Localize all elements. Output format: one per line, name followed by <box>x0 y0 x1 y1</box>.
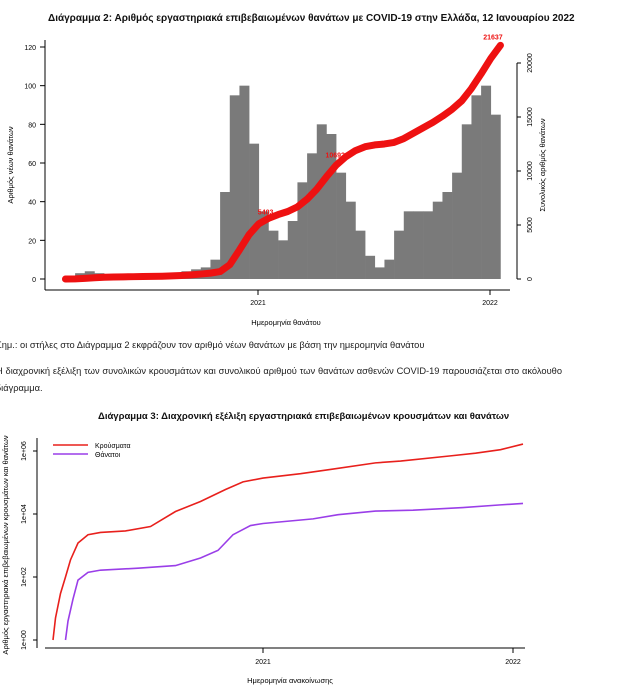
daily-deaths-bar <box>442 192 453 279</box>
y2-axis-label: Συνολικός αριθμός θανάτων <box>538 118 547 211</box>
daily-deaths-bar <box>481 85 492 280</box>
daily-deaths-bar <box>229 95 240 279</box>
daily-deaths-bar <box>490 114 501 280</box>
cumulative-label: 5403 <box>258 210 274 217</box>
daily-deaths-bar <box>423 211 434 279</box>
series-line-1 <box>64 502 524 641</box>
cumulative-deaths-line <box>61 41 504 283</box>
x-axis-label: Ημερομηνία θανάτου <box>251 318 321 327</box>
daily-deaths-bar <box>307 153 318 279</box>
x-tick-label: 2021 <box>255 659 271 666</box>
daily-deaths-bar <box>258 211 269 279</box>
daily-deaths-bar <box>297 182 308 279</box>
deaths-bar-chart: 0 20 40 60 80 100 120 0 5000 10000 15000 20000 2021 2… <box>6 34 547 327</box>
x-tick-label: 2022 <box>482 300 498 307</box>
y-tick-label: 80 <box>28 122 36 129</box>
daily-deaths-bar <box>471 95 482 279</box>
y2-tick-label: 0 <box>527 277 534 281</box>
daily-deaths-bar <box>249 143 260 279</box>
daily-deaths-bar <box>220 192 231 279</box>
y-tick-label: 0 <box>32 277 36 284</box>
daily-deaths-bar <box>461 124 472 279</box>
chart2-note: Σημ.: οι στήλες στο Διάγραμμα 2 εκφράζου… <box>0 340 425 350</box>
cases-deaths-line-chart: 1e+00 1e+02 1e+04 1e+06 2021 2022 Ημερομηνία α… <box>1 435 525 685</box>
daily-deaths-bar <box>403 211 414 279</box>
chart2-title: Διάγραμμα 2: Αριθμός εργαστηριακά επιβεβ… <box>48 13 575 24</box>
intro-paragraph: Η διαχρονική εξέλιξη των συνολικών κρουσ… <box>0 366 562 393</box>
y2-tick-label: 20000 <box>527 53 534 73</box>
daily-deaths-bar <box>345 201 356 279</box>
daily-deaths-bar <box>268 230 279 279</box>
legend-label: Κρούσματα <box>95 442 131 450</box>
x-tick-label: 2021 <box>250 300 266 307</box>
y2-tick-label: 5000 <box>527 217 534 233</box>
cumulative-label: 21637 <box>483 34 503 41</box>
series-line-0 <box>52 443 524 641</box>
y-tick-label: 60 <box>28 161 36 168</box>
daily-deaths-bar <box>374 267 385 279</box>
y-tick-label: 1e+00 <box>21 630 28 650</box>
daily-deaths-bar <box>452 172 463 279</box>
daily-deaths-bar <box>336 172 347 279</box>
y-tick-label: 120 <box>24 45 36 52</box>
y-tick-label: 1e+06 <box>21 441 28 461</box>
daily-deaths-bar <box>355 230 366 279</box>
daily-deaths-bar <box>394 230 405 279</box>
y-tick-label: 1e+02 <box>21 567 28 587</box>
y-axis-label: Αριθμός νέων θανάτων <box>6 126 15 203</box>
y-tick-label: 40 <box>28 200 36 207</box>
y-tick-label: 100 <box>24 84 36 91</box>
y-axis-label: Αριθμός εργαστηριακά επιβεβαιωμένων κρου… <box>1 435 10 654</box>
legend-label: Θάνατοι <box>95 451 121 459</box>
daily-deaths-bar <box>365 255 376 279</box>
y2-tick-label: 10000 <box>527 161 534 181</box>
x-axis-label: Ημερομηνία ανακοίνωσης <box>247 676 333 685</box>
cumulative-label: 10692 <box>325 153 345 160</box>
daily-deaths-bar <box>413 211 424 279</box>
y2-tick-label: 15000 <box>527 107 534 127</box>
daily-deaths-bar <box>287 221 298 279</box>
daily-deaths-bar <box>432 201 443 279</box>
daily-deaths-bar <box>326 134 337 279</box>
chart3-title: Διάγραμμα 3: Διαχρονική εξέλιξη εργαστηρ… <box>98 411 510 422</box>
x-tick-label: 2022 <box>505 659 521 666</box>
daily-deaths-bar <box>316 124 327 279</box>
y-tick-label: 20 <box>28 238 36 245</box>
daily-deaths-bar <box>278 240 289 279</box>
daily-deaths-bar <box>239 85 250 280</box>
y-tick-label: 1e+04 <box>21 504 28 524</box>
daily-deaths-bar <box>384 259 395 279</box>
